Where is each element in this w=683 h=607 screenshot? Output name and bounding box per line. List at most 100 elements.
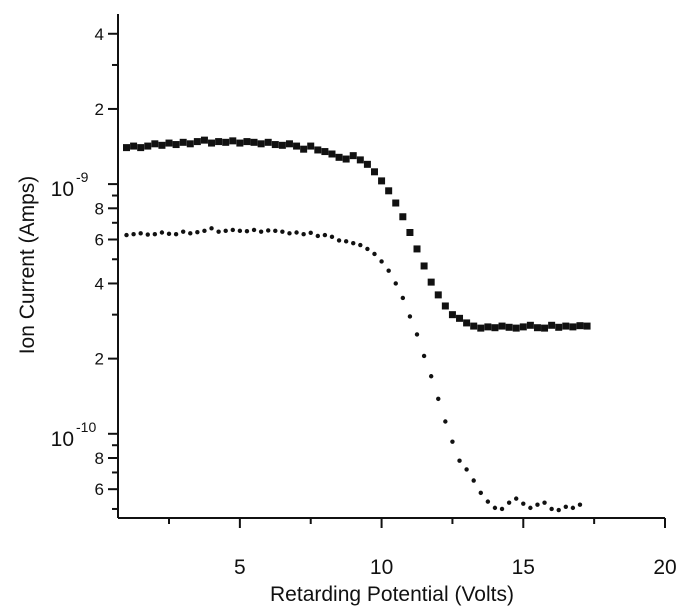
data-point-dot (237, 228, 243, 234)
data-point-dot (570, 505, 576, 511)
data-point-square (363, 160, 371, 168)
data-point-square (236, 139, 244, 147)
data-point-square (370, 168, 378, 176)
data-point-dot (471, 478, 476, 483)
data-point-square (130, 142, 138, 150)
data-point-dot (251, 227, 257, 233)
data-point-dot (379, 259, 384, 264)
y-tick-label: 4 (95, 25, 104, 44)
data-point-square (519, 323, 527, 331)
x-tick-label: 5 (234, 556, 246, 579)
data-point-dot (365, 246, 370, 252)
data-point-square (172, 141, 180, 149)
data-point-square (321, 148, 329, 156)
data-point-dot (485, 499, 491, 504)
data-point-square (399, 213, 407, 221)
data-point-dot (124, 232, 129, 238)
data-point-square (328, 150, 336, 158)
y-axis-title: Ion Current (Amps) (16, 176, 39, 355)
data-point-dot (542, 500, 547, 505)
data-point-square (413, 245, 421, 253)
data-point-dot (280, 229, 285, 234)
data-point-dot (216, 229, 221, 234)
data-point-dot (428, 374, 434, 379)
data-point-dot (556, 507, 561, 513)
data-point-dot (315, 233, 321, 239)
data-point-square (533, 324, 541, 332)
data-point-dot (145, 232, 150, 237)
y-tick-label: 8 (95, 199, 104, 218)
data-point-dot (188, 231, 193, 236)
data-point-square (186, 140, 194, 148)
data-point-dot (202, 228, 207, 234)
data-point-square (229, 137, 237, 145)
series-layer (123, 136, 591, 513)
data-point-dot (414, 332, 420, 337)
data-point-dot (244, 228, 250, 234)
data-point-dot (535, 502, 540, 507)
data-point-dot (372, 251, 377, 257)
data-point-square (314, 146, 322, 154)
data-point-dot (294, 230, 299, 235)
data-point-dot (173, 232, 179, 237)
data-point-square (583, 322, 591, 330)
data-point-square (420, 262, 428, 270)
data-point-dot (450, 439, 455, 444)
data-point-square (541, 324, 549, 332)
series-1 (123, 136, 591, 332)
data-point-square (548, 321, 556, 329)
data-point-square (569, 323, 577, 331)
data-point-square (456, 314, 464, 322)
data-point-dot (230, 227, 235, 233)
data-point-dot (400, 295, 406, 301)
x-ticks: 5 10 15 20 (168, 518, 677, 579)
data-point-square (335, 153, 343, 161)
data-point-square (484, 323, 492, 331)
data-point-square (215, 138, 223, 146)
data-point-square (165, 139, 173, 147)
data-point-square (392, 199, 400, 207)
data-point-dot (152, 232, 158, 237)
data-point-dot (358, 242, 363, 248)
data-point-square (448, 311, 456, 319)
axes (117, 14, 665, 519)
data-point-square (470, 322, 478, 330)
data-point-square (257, 140, 265, 148)
data-point-square (378, 177, 386, 185)
data-point-square (498, 322, 506, 330)
data-point-square (441, 302, 449, 310)
y-tick-label: 2 (95, 350, 104, 369)
data-point-square (193, 138, 201, 146)
data-point-square (151, 140, 159, 148)
data-point-square (307, 142, 315, 150)
data-point-dot (393, 281, 398, 286)
data-point-dot (195, 229, 200, 235)
data-point-square (144, 142, 152, 150)
data-point-dot (514, 496, 519, 501)
data-point-square (427, 278, 435, 286)
data-point-dot (436, 396, 441, 402)
data-point-square (463, 319, 471, 327)
data-point-dot (329, 234, 335, 240)
data-point-square (200, 136, 208, 144)
data-point-dot (180, 229, 186, 234)
data-point-square (512, 324, 520, 332)
data-point-square (562, 322, 570, 330)
y-tick-label: 6 (95, 480, 104, 499)
data-point-square (243, 138, 251, 146)
data-point-dot (273, 228, 278, 234)
data-point-dot (492, 505, 498, 511)
data-point-dot (563, 504, 569, 510)
y-tick-label: 10 (51, 178, 74, 201)
data-point-square (477, 324, 485, 332)
data-point-dot (506, 500, 512, 505)
data-point-square (158, 141, 166, 149)
y-tick-label: 2 (95, 100, 104, 119)
data-point-dot (336, 238, 342, 243)
data-point-dot (287, 231, 292, 236)
data-point-square (300, 145, 308, 153)
y-tick-label: 6 (95, 230, 104, 249)
data-point-square (349, 152, 357, 160)
